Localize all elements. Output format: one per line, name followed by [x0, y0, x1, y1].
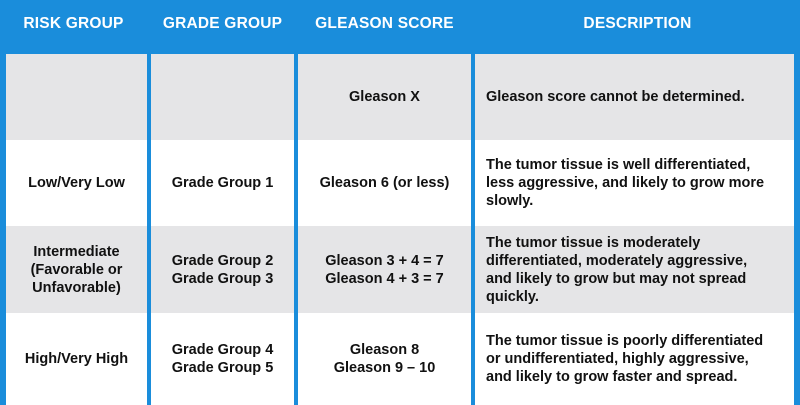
cell-text-line: Gleason score cannot be determined.: [486, 89, 745, 105]
column-description: Gleason score cannot be determined. The …: [475, 54, 794, 405]
cell-text: The tumor tissue is moderately differenti…: [486, 234, 747, 306]
cell-text: Gleason 3 + 4 = 7 Gleason 4 + 3 = 7: [325, 252, 444, 288]
cell-text-line: Gleason X: [349, 89, 420, 105]
cell-text: Gleason X: [349, 88, 420, 106]
risk-group-cell: Intermediate (Favorable or Unfavorable): [6, 226, 147, 313]
cell-text-line: (Favorable or: [30, 261, 123, 278]
cell-text-line: Grade Group 2: [171, 252, 274, 269]
cell-text-line: less aggressive, and likely to grow more: [486, 175, 765, 191]
cell-text-line: Gleason 9 – 10: [333, 360, 436, 376]
cell-text-line: or undifferentiated, highly aggressive,: [486, 351, 749, 367]
cell-text: Gleason 8 Gleason 9 – 10: [334, 341, 436, 377]
cell-text-line: Grade Group 3: [171, 270, 274, 287]
description-cell: The tumor tissue is well differentiated,…: [475, 140, 794, 226]
column-risk-group: Low/Very Low Intermediate (Favorable or Un…: [6, 54, 147, 405]
cell-text: The tumor tissue is well differentiated,…: [486, 156, 764, 210]
column-gleason-score: Gleason X Gleason 6 (or less) Gleason 3 …: [298, 54, 471, 405]
risk-group-cell: [6, 54, 147, 140]
grade-group-cell: Grade Group 2 Grade Group 3: [151, 226, 294, 313]
risk-group-cell: High/Very High: [6, 313, 147, 405]
cell-text: High/Very High: [25, 350, 128, 368]
cell-text-line: Grade Group 4: [171, 342, 274, 358]
cell-text-line: Gleason 8: [349, 342, 420, 358]
cell-text-line: High/Very High: [24, 351, 129, 367]
cell-text-line: Gleason 3 + 4 = 7: [325, 252, 444, 269]
cell-text: Grade Group 1: [172, 174, 274, 192]
cell-text-line: slowly.: [486, 193, 534, 209]
cell-text-line: Low/Very Low: [28, 175, 125, 191]
description-cell: The tumor tissue is poorly differentiate…: [475, 313, 794, 405]
cell-text: Gleason score cannot be determined.: [486, 88, 745, 106]
cell-text: Intermediate (Favorable or Unfavorable): [31, 243, 123, 297]
cell-text-line: differentiated, moderately aggressive,: [486, 252, 748, 269]
cell-text-line: The tumor tissue is moderately: [486, 234, 701, 251]
cell-text-line: and likely to grow but may not spread: [486, 270, 747, 287]
grade-group-cell: Grade Group 1: [151, 140, 294, 226]
gleason-score-cell: Gleason X: [298, 54, 471, 140]
grade-group-cell: Grade Group 4 Grade Group 5: [151, 313, 294, 405]
description-cell: Gleason score cannot be determined.: [475, 54, 794, 140]
cell-text-line: Gleason 6 (or less): [319, 175, 450, 191]
cell-text-line: The tumor tissue is well differentiated,: [486, 157, 751, 173]
cell-text: Low/Very Low: [28, 174, 125, 192]
cell-text-line: Intermediate: [33, 243, 120, 260]
header-grade-group: GRADE GROUP: [162, 15, 283, 32]
cell-text-line: Unfavorable): [32, 279, 121, 296]
cell-text-line: Gleason 4 + 3 = 7: [325, 270, 444, 287]
cell-text: Gleason 6 (or less): [320, 174, 450, 192]
cell-text-line: The tumor tissue is poorly differentiate…: [486, 333, 764, 349]
risk-group-cell: Low/Very Low: [6, 140, 147, 226]
header-risk-group: RISK GROUP: [23, 15, 124, 32]
cell-text: The tumor tissue is poorly differentiate…: [486, 332, 763, 386]
description-cell: The tumor tissue is moderately differenti…: [475, 226, 794, 313]
cell-text: Grade Group 4 Grade Group 5: [172, 341, 274, 377]
header-description: DESCRIPTION: [583, 15, 692, 32]
cell-text-line: quickly.: [486, 288, 539, 305]
cell-text: Grade Group 2 Grade Group 3: [172, 252, 274, 288]
header-gleason-score: GLEASON SCORE: [315, 15, 454, 32]
cell-text-line: Grade Group 5: [171, 360, 274, 376]
gleason-score-cell: Gleason 3 + 4 = 7 Gleason 4 + 3 = 7: [298, 226, 471, 313]
gleason-score-cell: Gleason 6 (or less): [298, 140, 471, 226]
column-grade-group: Grade Group 1 Grade Group 2 Grade Group 3…: [151, 54, 294, 405]
grade-group-cell: [151, 54, 294, 140]
cell-text-line: and likely to grow faster and spread.: [486, 369, 738, 385]
gleason-score-cell: Gleason 8 Gleason 9 – 10: [298, 313, 471, 405]
cell-text-line: Grade Group 1: [171, 175, 274, 191]
